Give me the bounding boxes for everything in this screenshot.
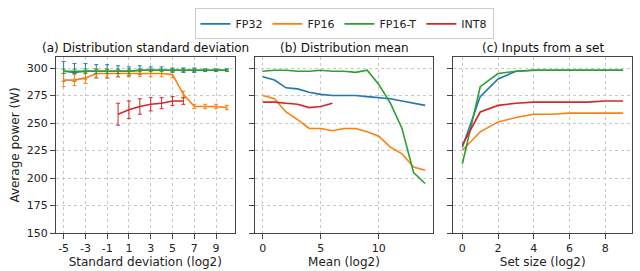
svg-text:(b) Distribution mean: (b) Distribution mean: [280, 41, 409, 55]
svg-text:6: 6: [566, 242, 573, 255]
svg-text:300: 300: [27, 62, 48, 75]
svg-text:250: 250: [27, 117, 48, 130]
svg-text:Average power (W): Average power (W): [8, 87, 22, 202]
svg-text:Mean (log2): Mean (log2): [308, 255, 380, 269]
svg-text:7: 7: [191, 242, 198, 255]
svg-text:-3: -3: [80, 242, 91, 255]
svg-text:200: 200: [27, 172, 48, 185]
svg-text:4: 4: [530, 242, 537, 255]
svg-text:Standard deviation (log2): Standard deviation (log2): [69, 255, 222, 269]
svg-text:3: 3: [147, 242, 154, 255]
svg-text:275: 275: [27, 89, 48, 102]
svg-text:(c) Inputs from a set: (c) Inputs from a set: [482, 41, 604, 55]
svg-text:Set size (log2): Set size (log2): [500, 255, 586, 269]
svg-text:-1: -1: [102, 242, 113, 255]
svg-text:INT8: INT8: [461, 18, 486, 31]
svg-text:2: 2: [495, 242, 502, 255]
svg-text:FP16-T: FP16-T: [379, 18, 416, 31]
svg-text:225: 225: [27, 144, 48, 157]
svg-text:5: 5: [317, 242, 324, 255]
svg-text:(a) Distribution standard devi: (a) Distribution standard deviation: [42, 41, 249, 55]
svg-text:0: 0: [259, 242, 266, 255]
svg-text:0: 0: [459, 242, 466, 255]
svg-text:5: 5: [169, 242, 176, 255]
svg-text:10: 10: [372, 242, 386, 255]
svg-text:FP32: FP32: [236, 18, 263, 31]
svg-text:175: 175: [27, 199, 48, 212]
svg-text:9: 9: [213, 242, 220, 255]
svg-text:FP16: FP16: [307, 18, 334, 31]
svg-text:1: 1: [125, 242, 132, 255]
svg-text:-5: -5: [58, 242, 69, 255]
svg-text:150: 150: [27, 227, 48, 240]
svg-text:8: 8: [602, 242, 609, 255]
